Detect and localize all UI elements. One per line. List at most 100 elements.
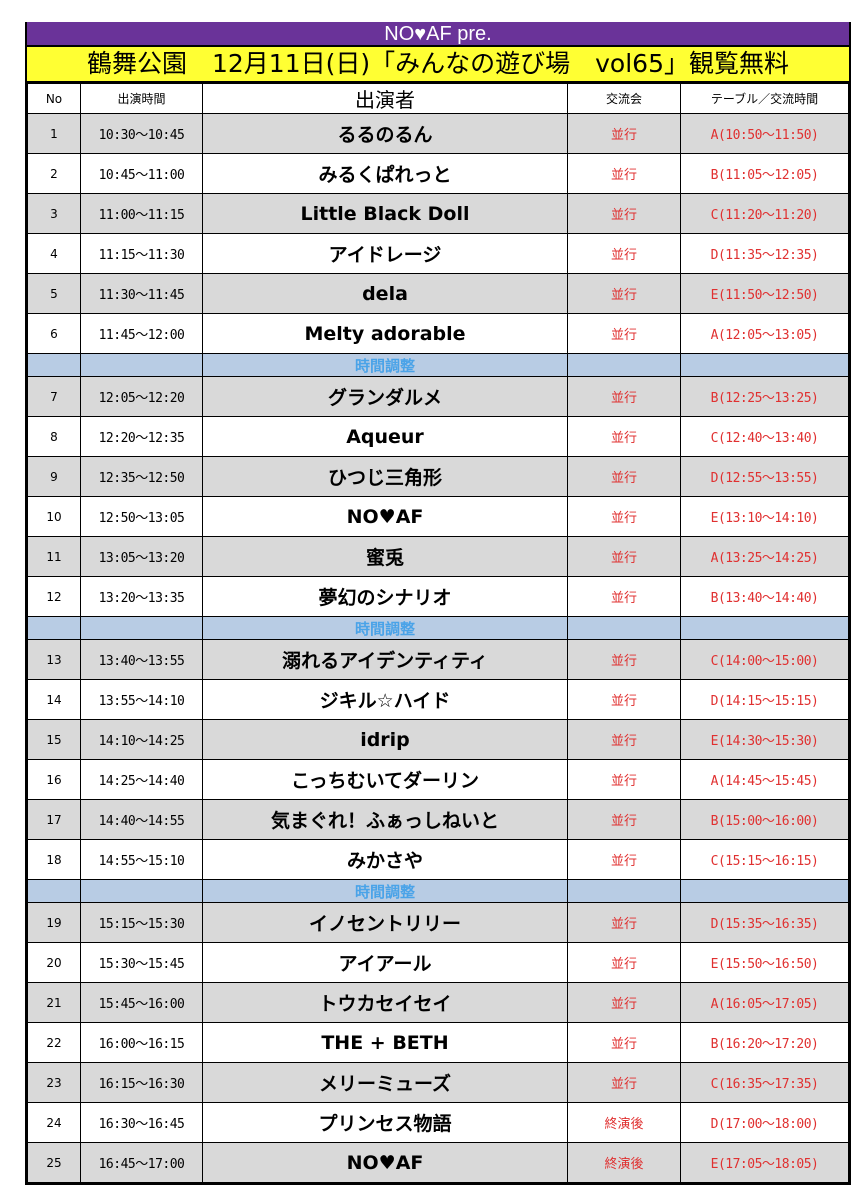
performer-name: Melty adorable bbox=[202, 313, 568, 354]
table-row: 1 10:30〜10:45 るるのるん 並行 A(10:50〜11:50) bbox=[27, 113, 849, 154]
table-row: 8 12:20〜12:35 Aqueur 並行 C(12:40〜13:40) bbox=[27, 416, 849, 457]
table-exchange-time: E(11:50〜12:50) bbox=[680, 273, 849, 314]
table-row: 5 11:30〜11:45 dela 並行 E(11:50〜12:50) bbox=[27, 273, 849, 314]
performer-name: プリンセス物語 bbox=[202, 1102, 568, 1143]
exchange-type: 並行 bbox=[567, 1062, 681, 1103]
table-row: 15 14:10〜14:25 idrip 並行 E(14:30〜15:30) bbox=[27, 719, 849, 760]
table-exchange-time: D(11:35〜12:35) bbox=[680, 233, 849, 274]
exchange-type: 並行 bbox=[567, 313, 681, 354]
performance-time: 14:10〜14:25 bbox=[80, 719, 203, 760]
exchange-type: 並行 bbox=[567, 639, 681, 680]
time-adjustment-row: 時間調整 bbox=[27, 879, 849, 903]
performer-name: 蜜兎 bbox=[202, 536, 568, 577]
performer-name: るるのるん bbox=[202, 113, 568, 154]
table-exchange-time: E(17:05〜18:05) bbox=[680, 1142, 849, 1183]
table-row: 18 14:55〜15:10 みかさや 並行 C(15:15〜16:15) bbox=[27, 839, 849, 880]
exchange-type: 並行 bbox=[567, 456, 681, 497]
performance-time: 11:45〜12:00 bbox=[80, 313, 203, 354]
slot-number: 23 bbox=[27, 1062, 81, 1103]
table-exchange-time: C(14:00〜15:00) bbox=[680, 639, 849, 680]
slot-number: 9 bbox=[27, 456, 81, 497]
performance-time: 15:45〜16:00 bbox=[80, 982, 203, 1023]
table-row: 24 16:30〜16:45 プリンセス物語 終演後 D(17:00〜18:00) bbox=[27, 1102, 849, 1143]
performance-time: 12:50〜13:05 bbox=[80, 496, 203, 537]
exchange-type: 並行 bbox=[567, 1022, 681, 1063]
slot-number: 11 bbox=[27, 536, 81, 577]
performer-name: 溺れるアイデンティティ bbox=[202, 639, 568, 680]
exchange-type: 並行 bbox=[567, 799, 681, 840]
header-exchange: 交流会 bbox=[567, 83, 681, 114]
empty-cell bbox=[27, 353, 81, 377]
table-row: 23 16:15〜16:30 メリーミューズ 並行 C(16:35〜17:35) bbox=[27, 1062, 849, 1103]
organizer-banner: NO♥AF pre. bbox=[27, 22, 849, 47]
performer-name: みるくぱれっと bbox=[202, 153, 568, 194]
table-exchange-time: A(10:50〜11:50) bbox=[680, 113, 849, 154]
time-adjustment-label: 時間調整 bbox=[202, 616, 568, 640]
slot-number: 17 bbox=[27, 799, 81, 840]
performance-time: 13:05〜13:20 bbox=[80, 536, 203, 577]
empty-cell bbox=[80, 616, 203, 640]
exchange-type: 並行 bbox=[567, 153, 681, 194]
performance-time: 13:20〜13:35 bbox=[80, 576, 203, 617]
header-performer: 出演者 bbox=[202, 83, 568, 114]
table-row: 14 13:55〜14:10 ジキル☆ハイド 並行 D(14:15〜15:15) bbox=[27, 679, 849, 720]
performance-time: 10:45〜11:00 bbox=[80, 153, 203, 194]
performer-name: イノセントリリー bbox=[202, 902, 568, 943]
performer-name: アイドレージ bbox=[202, 233, 568, 274]
slot-number: 10 bbox=[27, 496, 81, 537]
slot-number: 13 bbox=[27, 639, 81, 680]
performance-time: 16:15〜16:30 bbox=[80, 1062, 203, 1103]
exchange-type: 並行 bbox=[567, 679, 681, 720]
empty-cell bbox=[80, 353, 203, 377]
timetable-sheet: NO♥AF pre. 鶴舞公園 12月11日(日)「みんなの遊び場 vol65」… bbox=[25, 22, 851, 1185]
table-exchange-time: D(14:15〜15:15) bbox=[680, 679, 849, 720]
performance-time: 14:40〜14:55 bbox=[80, 799, 203, 840]
exchange-type: 並行 bbox=[567, 839, 681, 880]
table-row: 6 11:45〜12:00 Melty adorable 並行 A(12:05〜13:0… bbox=[27, 313, 849, 354]
slot-number: 2 bbox=[27, 153, 81, 194]
table-exchange-time: D(15:35〜16:35) bbox=[680, 902, 849, 943]
empty-cell bbox=[680, 616, 849, 640]
table-exchange-time: B(11:05〜12:05) bbox=[680, 153, 849, 194]
slot-number: 25 bbox=[27, 1142, 81, 1183]
performance-time: 11:30〜11:45 bbox=[80, 273, 203, 314]
exchange-type: 終演後 bbox=[567, 1102, 681, 1143]
slot-number: 21 bbox=[27, 982, 81, 1023]
exchange-type: 並行 bbox=[567, 113, 681, 154]
table-row: 4 11:15〜11:30 アイドレージ 並行 D(11:35〜12:35) bbox=[27, 233, 849, 274]
table-exchange-time: A(13:25〜14:25) bbox=[680, 536, 849, 577]
table-row: 2 10:45〜11:00 みるくぱれっと 並行 B(11:05〜12:05) bbox=[27, 153, 849, 194]
empty-cell bbox=[567, 616, 681, 640]
empty-cell bbox=[567, 879, 681, 903]
performer-name: NO♥AF bbox=[202, 1142, 568, 1183]
table-exchange-time: E(14:30〜15:30) bbox=[680, 719, 849, 760]
performer-name: グランダルメ bbox=[202, 376, 568, 417]
table-row: 17 14:40〜14:55 気まぐれ！ふぁっしねいと 並行 B(15:00〜16:00… bbox=[27, 799, 849, 840]
table-exchange-time: A(14:45〜15:45) bbox=[680, 759, 849, 800]
performer-name: NO♥AF bbox=[202, 496, 568, 537]
time-adjustment-row: 時間調整 bbox=[27, 616, 849, 640]
exchange-type: 並行 bbox=[567, 536, 681, 577]
exchange-type: 並行 bbox=[567, 273, 681, 314]
table-exchange-time: C(16:35〜17:35) bbox=[680, 1062, 849, 1103]
slot-number: 16 bbox=[27, 759, 81, 800]
table-row: 10 12:50〜13:05 NO♥AF 並行 E(13:10〜14:10) bbox=[27, 496, 849, 537]
table-row: 7 12:05〜12:20 グランダルメ 並行 B(12:25〜13:25) bbox=[27, 376, 849, 417]
table-exchange-time: B(15:00〜16:00) bbox=[680, 799, 849, 840]
slot-number: 5 bbox=[27, 273, 81, 314]
header-time: 出演時間 bbox=[80, 83, 203, 114]
performer-name: 夢幻のシナリオ bbox=[202, 576, 568, 617]
slot-number: 8 bbox=[27, 416, 81, 457]
table-row: 9 12:35〜12:50 ひつじ三角形 並行 D(12:55〜13:55) bbox=[27, 456, 849, 497]
slot-number: 1 bbox=[27, 113, 81, 154]
performance-time: 14:55〜15:10 bbox=[80, 839, 203, 880]
slot-number: 20 bbox=[27, 942, 81, 983]
table-row: 16 14:25〜14:40 こっちむいてダーリン 並行 A(14:45〜15:45) bbox=[27, 759, 849, 800]
table-exchange-time: A(16:05〜17:05) bbox=[680, 982, 849, 1023]
exchange-type: 並行 bbox=[567, 982, 681, 1023]
table-row: 11 13:05〜13:20 蜜兎 並行 A(13:25〜14:25) bbox=[27, 536, 849, 577]
empty-cell bbox=[567, 353, 681, 377]
exchange-type: 並行 bbox=[567, 193, 681, 234]
slot-number: 22 bbox=[27, 1022, 81, 1063]
exchange-type: 並行 bbox=[567, 719, 681, 760]
